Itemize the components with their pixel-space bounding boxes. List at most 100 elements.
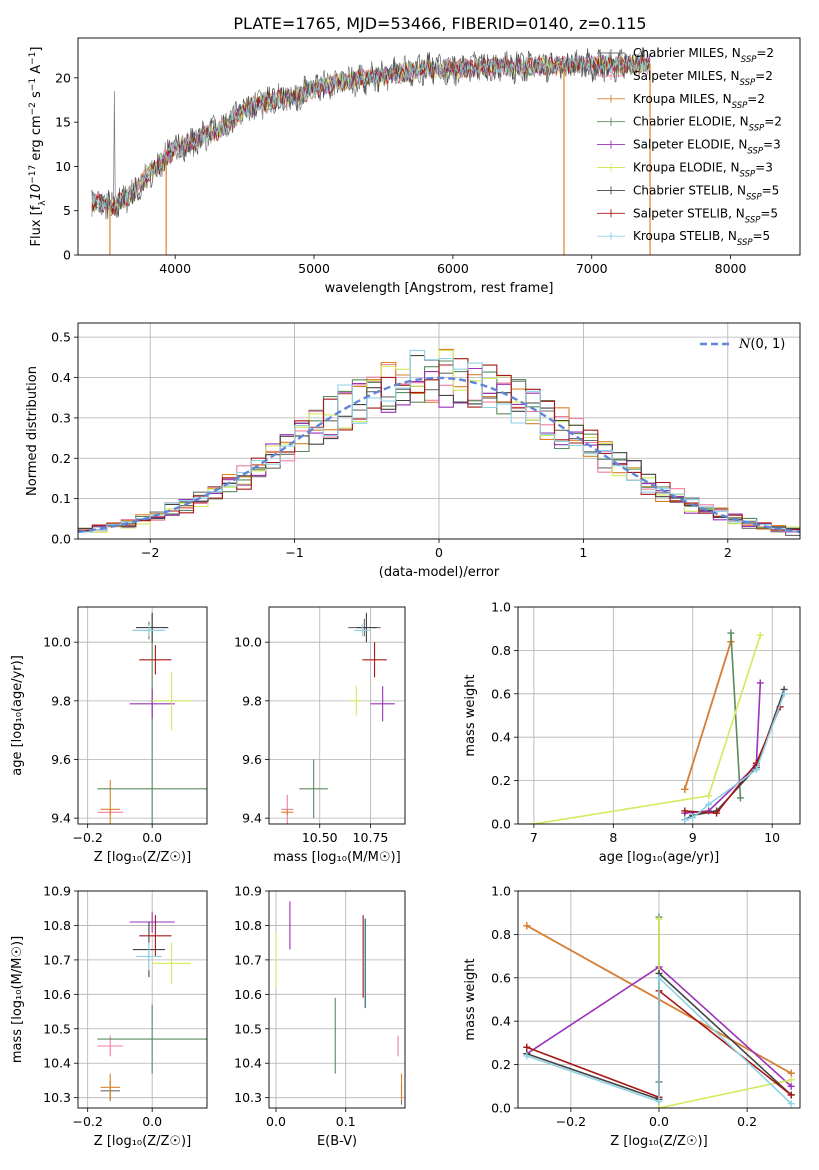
tick-label-x: −0.2 xyxy=(72,1114,102,1129)
tick-label-x: 7 xyxy=(530,830,538,845)
weight-marker-krou_stelib xyxy=(655,974,663,982)
plot-area xyxy=(97,911,207,1102)
histogram-salp_stelib xyxy=(78,358,800,532)
plot-area xyxy=(91,48,651,255)
legend-label-salp_miles: Salpeter MILES, NSSP=2 xyxy=(633,69,773,88)
tick-label-y: 10 xyxy=(55,159,71,174)
legend-label-sub: SSP xyxy=(737,238,753,248)
x-axis-label: (data-model)/error xyxy=(379,565,500,580)
tick-label-y: 10.0 xyxy=(234,635,262,650)
figure-title: PLATE=1765, MJD=53466, FIBERID=0140, z=0… xyxy=(233,14,646,33)
tick-label-y: 0.1 xyxy=(51,491,71,506)
tick-label-y: 0.2 xyxy=(491,773,511,788)
axes: −0.2 0.0 0.2 0.0 0.2 0.4 0.6 0.8 1.0 Z [log₁₀(Z/Z… xyxy=(463,884,801,1149)
legend-label-text: Salpeter ELODIE, N xyxy=(633,138,747,152)
tick-label-x: −0.2 xyxy=(556,1114,586,1129)
tick-label-y: 9.6 xyxy=(51,752,71,767)
weight-marker-krou_stelib xyxy=(689,813,697,821)
legend-label-suffix: =5 xyxy=(760,206,778,220)
y-axis-label-part: A xyxy=(29,65,44,78)
tick-label-x: 10 xyxy=(764,830,780,845)
weight-marker-salp_stelib xyxy=(523,1043,531,1051)
axes: 10.50 10.75 9.4 9.6 9.8 10.0 mass [log₁₀(M/M☉)… xyxy=(234,606,406,865)
grid xyxy=(78,890,207,1108)
tick-label-y: 0.0 xyxy=(51,532,71,547)
legend-label-text: Chabrier STELIB, N xyxy=(633,183,746,197)
legend-label-suffix: =5 xyxy=(762,183,780,197)
y-axis-label: mass weight xyxy=(463,958,478,1040)
axes-frame xyxy=(517,890,801,1109)
tick-label-y: 0.4 xyxy=(491,1014,511,1029)
legend-math-args: (0, 1) xyxy=(750,337,785,352)
tick-label-x: 9 xyxy=(689,830,697,845)
weight-line-krou_stelib xyxy=(526,975,792,1105)
axes: 7 8 9 10 0.0 0.2 0.4 0.6 0.8 1.0 age [log₁₀(age/yr… xyxy=(463,600,801,865)
weight-marker-krou_elodie xyxy=(530,820,538,824)
weight-marker-krou_elodie xyxy=(705,792,713,800)
y-axis-label: age [log₁₀(age/yr)] xyxy=(10,655,25,776)
weight-marker-krou_stelib xyxy=(523,1052,531,1060)
legend-label-salp_elodie: Salpeter ELODIE, NSSP=3 xyxy=(633,138,781,157)
tick-label-x: 0.0 xyxy=(142,830,162,845)
tick-label-y: 10.4 xyxy=(234,1056,262,1071)
legend-label-suffix: =2 xyxy=(755,69,773,83)
tick-label-y: 9.8 xyxy=(51,693,71,708)
legend-label-sub: SSP xyxy=(745,215,761,225)
x-axis-label: Z [log₁₀(Z/Z☉)] xyxy=(94,850,191,865)
y-axis-label-part: −1 xyxy=(28,78,38,91)
tick-label-y: 10.6 xyxy=(234,987,262,1002)
weight-marker-krou_elodie xyxy=(655,915,663,923)
weight-marker-chab_elodie xyxy=(736,794,744,802)
legend-label-krou_elodie: Kroupa ELODIE, NSSP=3 xyxy=(633,161,773,180)
weight-marker-salp_elodie xyxy=(756,679,764,687)
legend-label-sub: SSP xyxy=(746,192,762,202)
legend-label-suffix: =2 xyxy=(764,115,782,129)
tick-label-y: 10.8 xyxy=(234,918,262,933)
tick-label-x: 6000 xyxy=(437,261,469,276)
weight-line-chab_stelib xyxy=(684,689,785,821)
tick-label-y: 10.7 xyxy=(43,952,71,967)
legend-label-suffix: =5 xyxy=(753,229,771,243)
tick-label-x: 10.75 xyxy=(353,830,389,845)
weight-marker-krou_stelib xyxy=(681,816,689,824)
weight-marker-krou_stelib xyxy=(780,690,788,698)
y-axis-label-part: erg cm xyxy=(29,115,44,164)
panel-weight_vs_age: 7 8 9 10 0.0 0.2 0.4 0.6 0.8 1.0 age [log₁₀(age/yr… xyxy=(463,600,801,865)
weight-marker-salp_stelib xyxy=(681,807,689,815)
y-axis-label-part: λ xyxy=(38,200,48,206)
plot-area xyxy=(275,901,403,1105)
tick-label-y: 9.6 xyxy=(242,752,262,767)
tick-label-y: 0.4 xyxy=(51,370,71,385)
grid xyxy=(518,606,800,825)
y-axis-label-part: Flux [f xyxy=(29,205,44,246)
legend-label-text: Chabrier ELODIE, N xyxy=(633,115,749,129)
legend-label-text: Kroupa MILES, N xyxy=(633,92,732,106)
panel-residuals: −2 −1 0 1 2 0.0 0.1 0.2 0.3 0.4 0.5 (data-model)/er… xyxy=(25,322,801,580)
axes-frame xyxy=(517,606,801,825)
weight-marker-krou_stelib xyxy=(655,1097,663,1105)
tick-label-y: 0 xyxy=(63,248,71,263)
weight-marker-krou_elodie xyxy=(655,1104,663,1108)
tick-label-x: −0.2 xyxy=(72,830,102,845)
tick-label-x: 0 xyxy=(435,545,443,560)
axes-frame xyxy=(77,37,801,256)
tick-label-y: 0.2 xyxy=(51,451,71,466)
axes-frame xyxy=(268,890,406,1109)
plot-area xyxy=(281,612,395,824)
tick-label-y: 9.4 xyxy=(242,811,262,826)
tick-label-x: 10.50 xyxy=(302,830,338,845)
legend-label-sub: SSP xyxy=(732,101,748,111)
panel-spectrum: 4000 5000 6000 7000 8000 0 5 10 15 20 wavelength [… xyxy=(28,37,801,296)
y-axis-label-part: ] xyxy=(29,47,44,52)
weight-line-krou_elodie xyxy=(533,634,762,824)
tick-label-x: 2 xyxy=(724,545,732,560)
tick-label-x: 0.1 xyxy=(336,1114,356,1129)
plot-area xyxy=(78,348,800,536)
tick-label-y: 5 xyxy=(63,203,71,218)
axes: −0.2 0.0 9.4 9.6 9.8 10.0 Z [log₁₀(Z/Z☉)] age [… xyxy=(10,606,208,865)
legend-label-sub: SSP xyxy=(749,124,765,134)
x-axis-label: age [log₁₀(age/yr)] xyxy=(599,850,720,865)
tick-label-y: 10.8 xyxy=(43,918,71,933)
tick-label-y: 0.8 xyxy=(491,927,511,942)
grid xyxy=(78,607,207,824)
